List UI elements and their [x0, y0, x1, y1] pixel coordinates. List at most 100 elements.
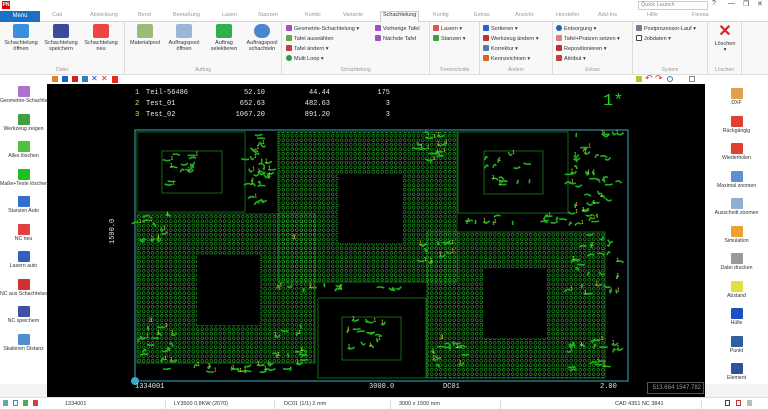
open-orderpool-button[interactable]: Auftragspool öffnen: [167, 24, 201, 52]
tab-0[interactable]: Cad: [52, 12, 63, 18]
ribbon: Schachtelung öffnen Schachtelung speiche…: [0, 22, 768, 75]
status-icon[interactable]: [13, 400, 18, 406]
clip-part: [276, 284, 281, 289]
cross-red-icon[interactable]: ✕: [101, 74, 108, 83]
left-tool-5[interactable]: NC neu: [0, 223, 47, 242]
delete-button[interactable]: ✕ Löschen ▾: [708, 23, 742, 53]
tab-10[interactable]: Extras: [474, 12, 490, 18]
tab-7[interactable]: Variante: [343, 12, 364, 18]
clip-part: [251, 177, 254, 183]
disposal-button[interactable]: Entsorgung ▾: [556, 25, 596, 33]
left-tool-3[interactable]: Maße+Texte löschen: [0, 168, 47, 187]
left-tool-8[interactable]: NC speichern: [0, 306, 47, 324]
tab-15[interactable]: Fiensa: [692, 12, 709, 18]
status-icon[interactable]: [33, 400, 38, 406]
clip-part: [376, 338, 379, 343]
tab-9[interactable]: Konfig: [433, 12, 449, 18]
mark-button[interactable]: Kennzeichnen ▾: [483, 55, 530, 63]
punch-cut-button[interactable]: Stanzen ▾: [433, 35, 465, 43]
right-tool-0[interactable]: DXF: [705, 88, 768, 106]
tab-5[interactable]: Stanzen: [258, 12, 279, 18]
tool-icon: [17, 141, 30, 152]
sort-button[interactable]: Sortieren ▾: [483, 25, 518, 33]
right-tool-1[interactable]: Rückgängig: [705, 115, 768, 134]
undo-icon[interactable]: ↶: [645, 73, 653, 83]
sheet-clamps-button[interactable]: Tafel+Pratzen setzen ▾: [556, 35, 620, 43]
tab-6[interactable]: Kombi: [305, 12, 321, 18]
left-tool-7[interactable]: NC aus Schachtelung: [0, 278, 47, 297]
right-tool-6[interactable]: Datei drucken: [705, 253, 768, 271]
save-nesting-button[interactable]: Schachtelung speichern: [44, 24, 78, 52]
minimize-button[interactable]: —: [728, 0, 735, 7]
select-order-button[interactable]: Auftrag selektieren: [207, 24, 241, 52]
correction-button[interactable]: Korrektur ▾: [483, 45, 518, 53]
open-nesting-button[interactable]: Schachtelung öffnen: [4, 24, 38, 52]
left-tool-9[interactable]: Skalieren Distanz: [0, 333, 47, 352]
right-tool-9[interactable]: Punkt: [705, 335, 768, 354]
import-icon[interactable]: [52, 76, 58, 82]
open-icon[interactable]: [62, 76, 68, 82]
layers-icon[interactable]: [636, 76, 642, 82]
menu-button[interactable]: Menu: [0, 11, 40, 22]
right-tool-8[interactable]: Hülle: [705, 308, 768, 326]
attribute-button[interactable]: Attribut ▾: [556, 55, 586, 63]
change-sheet-button[interactable]: Tafel ändern ▾: [286, 45, 329, 53]
restore-button[interactable]: ❐: [743, 1, 750, 8]
part-number-label: 1: [610, 287, 613, 293]
status-icon[interactable]: [3, 400, 8, 406]
jobdata-button[interactable]: Jobdaten ▾: [636, 35, 671, 43]
tab-4[interactable]: Lasen: [222, 12, 237, 18]
laser-cut-button[interactable]: Lasern ▾: [433, 25, 462, 33]
change-tool-button[interactable]: Werkzeug ändern ▾: [483, 35, 539, 43]
tab-14[interactable]: Hilfe: [647, 12, 659, 18]
close-button[interactable]: ✕: [757, 1, 763, 8]
status-icon[interactable]: [747, 400, 752, 406]
tab-11[interactable]: Ansicht: [515, 12, 534, 18]
status-icon[interactable]: [725, 400, 730, 406]
clip-part: [428, 259, 434, 265]
tab-8[interactable]: Schachtelung: [380, 11, 420, 22]
clip-part: [581, 207, 590, 212]
materialpool-button[interactable]: Materialpool: [128, 24, 162, 46]
clip-part: [241, 158, 250, 161]
status-icon[interactable]: [23, 400, 28, 406]
right-tool-10[interactable]: Element: [705, 363, 768, 381]
left-tool-0[interactable]: Geometrie-Schachtelung: [0, 86, 47, 104]
select-sheet-button[interactable]: Tafel auswählen: [286, 35, 333, 43]
window-icon[interactable]: [689, 76, 695, 82]
tab-13[interactable]: Add-Ins: [598, 12, 617, 18]
right-tool-4[interactable]: Ausschnitt zoomen: [705, 198, 768, 216]
folder-red-icon[interactable]: [72, 76, 78, 82]
left-tool-1[interactable]: Werkzeug zeigen: [0, 113, 47, 132]
quick-launch-input[interactable]: Quick Launch: [638, 1, 708, 10]
tab-2[interactable]: Bend: [138, 12, 151, 18]
next-sheet-button[interactable]: Nächste Tafel: [375, 35, 416, 43]
nest-orderpool-button[interactable]: Auftragspool schachteln: [245, 24, 279, 52]
status-icon[interactable]: [736, 400, 741, 406]
nesting-canvas[interactable]: 2223331111111111111111111111111111111111…: [47, 84, 705, 397]
left-tool-4[interactable]: Stanzen Auto: [0, 196, 47, 214]
multi-loop-button[interactable]: Multi Loop ▾: [286, 55, 324, 63]
right-tool-3[interactable]: Maximal zoomen: [705, 170, 768, 189]
previous-sheet-button[interactable]: Vorherige Tafel: [375, 25, 420, 33]
part-number-label: 1: [588, 144, 591, 150]
cross-blue-icon[interactable]: ✕: [91, 74, 98, 83]
help-button[interactable]: ?: [712, 0, 716, 7]
save-icon[interactable]: [82, 76, 88, 82]
new-nesting-button[interactable]: Schachtelung neu: [84, 24, 118, 52]
tab-12[interactable]: Hersteller: [556, 12, 580, 18]
left-tool-6[interactable]: Lasern auto: [0, 251, 47, 269]
zoom-icon[interactable]: [667, 76, 673, 82]
redo-icon[interactable]: ↷: [655, 73, 663, 83]
tab-3[interactable]: Bemaßung: [173, 12, 200, 18]
reposition-button[interactable]: Repositionieren ▾: [556, 45, 607, 53]
right-tool-5[interactable]: Simulation: [705, 225, 768, 244]
tab-1[interactable]: Abwicklung: [90, 12, 118, 18]
right-tool-7[interactable]: Abstand: [705, 280, 768, 299]
pdf-icon[interactable]: [112, 76, 118, 83]
postprocessor-button[interactable]: Postprozessor-Lauf ▾: [636, 25, 696, 33]
left-tool-2[interactable]: Alles löschen: [0, 141, 47, 159]
right-tool-2[interactable]: Wiederholen: [705, 143, 768, 161]
geometry-nesting-button[interactable]: Geometrie-Schachtelung ▾: [286, 25, 359, 33]
clip-part: [161, 348, 170, 353]
